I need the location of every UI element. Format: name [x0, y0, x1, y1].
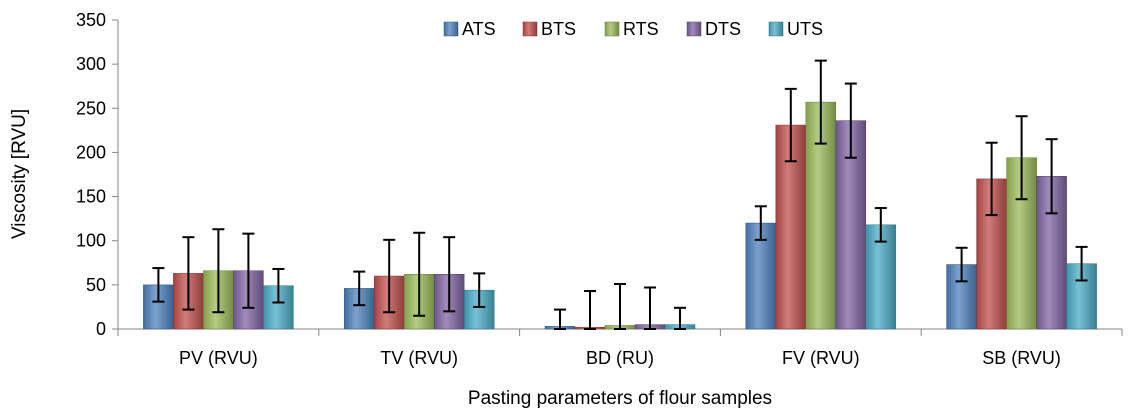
- legend-label: BTS: [541, 19, 576, 39]
- legend-label: ATS: [462, 19, 496, 39]
- legend-swatch: [768, 21, 784, 37]
- x-axis: PV (RVU) TV (RVU) BD (RU) FV (RVU) SB (RVU): [117, 328, 1123, 368]
- legend-swatch: [522, 21, 538, 37]
- legend-label: DTS: [705, 19, 741, 39]
- x-tick-label: FV (RVU): [782, 348, 860, 368]
- legend: ATS BTS RTS DTS UTS: [443, 19, 823, 39]
- y-axis: 0 50 100 150 200 250 300 350: [76, 10, 119, 339]
- y-tick-label: 250: [76, 98, 106, 118]
- y-tick-label: 350: [76, 10, 106, 30]
- y-tick-label: 100: [76, 231, 106, 251]
- x-axis-title: Pasting parameters of flour samples: [468, 388, 772, 409]
- y-tick-label: 150: [76, 187, 106, 207]
- legend-label: UTS: [787, 19, 823, 39]
- legend-swatch: [604, 21, 620, 37]
- legend-swatch: [686, 21, 702, 37]
- y-axis-title: Viscosity [RVU]: [9, 109, 30, 239]
- legend-label: RTS: [623, 19, 659, 39]
- y-tick-label: 50: [86, 275, 106, 295]
- x-tick-label: PV (RVU): [179, 348, 258, 368]
- y-tick-label: 300: [76, 54, 106, 74]
- bar: [143, 284, 174, 330]
- x-tick-label: SB (RVU): [982, 348, 1061, 368]
- legend-swatch: [443, 21, 459, 37]
- y-tick-label: 0: [96, 319, 106, 339]
- error-bars: [152, 59, 1088, 330]
- y-tick-label: 200: [76, 142, 106, 162]
- x-tick-label: BD (RU): [586, 348, 654, 368]
- x-tick-label: TV (RVU): [380, 348, 458, 368]
